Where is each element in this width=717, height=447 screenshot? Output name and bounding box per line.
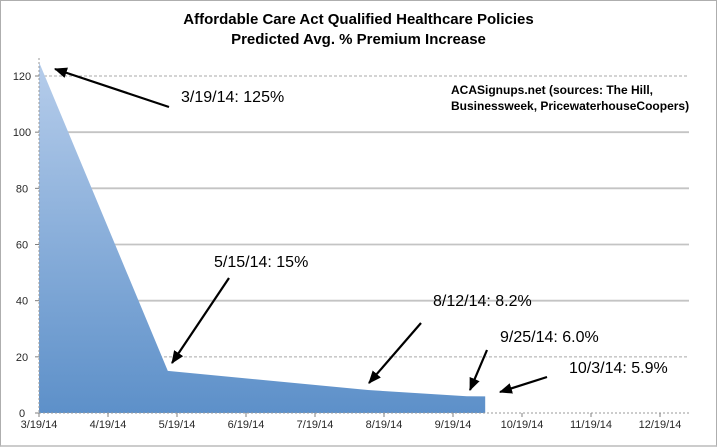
chart-title: Affordable Care Act Qualified Healthcare… [1, 10, 716, 50]
annotation-6-0: 9/25/14: 6.0% [500, 329, 599, 346]
annotation-peak-125: 3/19/14: 125% [181, 89, 285, 106]
area-series [39, 62, 486, 413]
annotation-arrow [171, 277, 230, 364]
x-tick-label: 10/19/14 [501, 419, 544, 431]
source-line1: ACASignups.net (sources: The Hill, [451, 83, 654, 97]
y-tick-label: 0 [19, 408, 25, 420]
y-tick-label: 80 [16, 183, 28, 195]
y-tick-label: 40 [16, 296, 28, 308]
x-tick-label: 6/19/14 [228, 419, 265, 431]
x-tick-label: 8/19/14 [366, 419, 403, 431]
source-attribution: ACASignups.net (sources: The Hill, Busin… [451, 82, 689, 114]
x-tick-label: 3/19/14 [21, 419, 58, 431]
y-tick-label: 120 [13, 71, 31, 83]
source-line2: Businessweek, PricewaterhouseCoopers) [451, 99, 690, 113]
annotation-arrow [498, 375, 548, 394]
annotation-arrow [53, 67, 170, 109]
annotation-15: 5/15/14: 15% [214, 254, 309, 271]
x-tick-label: 9/19/14 [435, 419, 472, 431]
annotation-8-2: 8/12/14: 8.2% [433, 293, 532, 310]
x-tick-label: 7/19/14 [297, 419, 334, 431]
y-tick-label: 100 [13, 127, 31, 139]
x-tick-label: 11/19/14 [570, 419, 612, 431]
x-tick-label: 12/19/14 [639, 419, 682, 431]
annotation-5-9: 10/3/14: 5.9% [569, 360, 668, 377]
x-tick-label: 4/19/14 [90, 419, 127, 431]
y-tick-label: 20 [16, 352, 28, 364]
chart-title-line2: Predicted Avg. % Premium Increase [231, 31, 486, 48]
y-tick-label: 60 [16, 240, 28, 252]
annotation-arrow [368, 322, 422, 384]
annotation-arrow [468, 349, 489, 391]
x-tick-label: 5/19/14 [159, 419, 196, 431]
chart-title-line1: Affordable Care Act Qualified Healthcare… [183, 11, 534, 28]
